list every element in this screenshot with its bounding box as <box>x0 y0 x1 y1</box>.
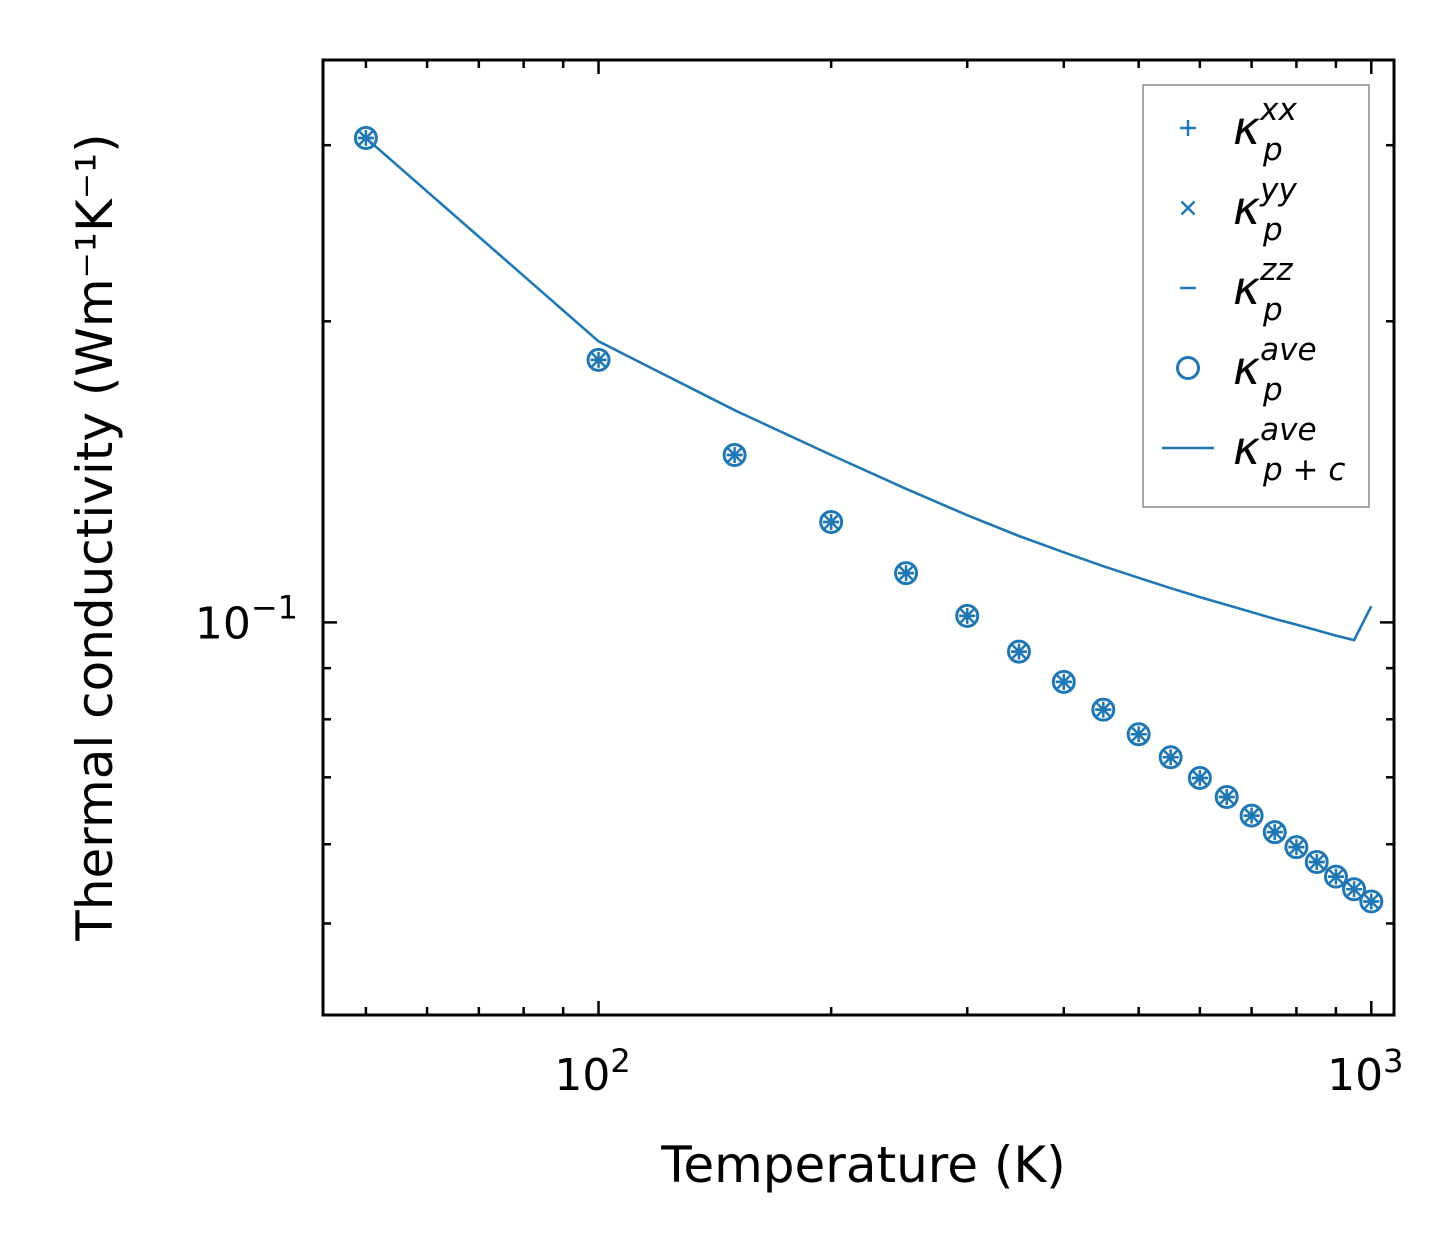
legend-label-kappa_p_xx: κxx p <box>1233 92 1297 168</box>
legend-label-kappa_p_ave: κave p <box>1233 332 1317 408</box>
data-point-kappa_p_ave <box>1006 639 1031 664</box>
legend-handle-kappa_p_ave <box>1176 356 1200 380</box>
data-point-kappa_p_ave <box>1239 803 1264 828</box>
data-point-kappa_p_ave <box>1051 669 1076 694</box>
data-point-kappa_p_ave <box>722 443 747 468</box>
legend-label-kappa_p_yy: κyy p <box>1233 172 1297 248</box>
data-point-kappa_p_ave <box>1158 745 1183 770</box>
data-point-kappa_p_ave <box>1342 877 1367 902</box>
plot-frame <box>321 58 1396 1017</box>
data-point-kappa_p_ave <box>955 603 980 628</box>
data-point-kappa_p_ave <box>1359 889 1384 914</box>
series-kappa_pc_ave <box>365 137 1373 642</box>
data-point-kappa_p_ave <box>1091 697 1116 722</box>
x-tick-label: 103 <box>1327 1042 1403 1101</box>
data-point-kappa_p_ave <box>1262 820 1287 845</box>
legend-handle-kappa_p_yy <box>1180 200 1196 216</box>
data-point-kappa_p_ave <box>353 126 378 151</box>
data-point-kappa_p_ave <box>1126 722 1151 747</box>
data-point-kappa_p_ave <box>1284 835 1309 860</box>
legend-box <box>1142 84 1370 508</box>
data-point-kappa_p_ave <box>1187 765 1212 790</box>
x-axis-label: Temperature (K) <box>660 1136 1065 1194</box>
data-point-kappa_p_ave <box>586 347 611 372</box>
series-layer <box>353 126 1384 914</box>
y-axis-label: Thermal conductivity (Wm⁻¹K⁻¹) <box>66 133 124 941</box>
series-kappa_p_zz <box>357 136 1380 903</box>
data-point-kappa_p_ave <box>1323 864 1348 889</box>
series-line-kappa_pc_ave <box>365 137 1373 642</box>
data-point-kappa_p_ave <box>1304 850 1329 875</box>
series-kappa_p_ave <box>353 126 1384 914</box>
legend-handle-kappa_p_xx <box>1180 120 1196 136</box>
data-point-kappa_p_ave <box>1214 784 1239 809</box>
x-tick-label: 102 <box>554 1042 630 1101</box>
data-point-kappa_p_ave <box>894 561 919 586</box>
axis-ticks: 102 103 10−1 <box>195 60 1403 1101</box>
legend-label-kappa_p_zz: κzz p <box>1233 252 1293 328</box>
legend-label-kappa_pc_ave: κave p + c <box>1233 412 1345 488</box>
data-point-kappa_p_ave <box>819 510 844 535</box>
y-tick-label: 10−1 <box>195 588 298 649</box>
